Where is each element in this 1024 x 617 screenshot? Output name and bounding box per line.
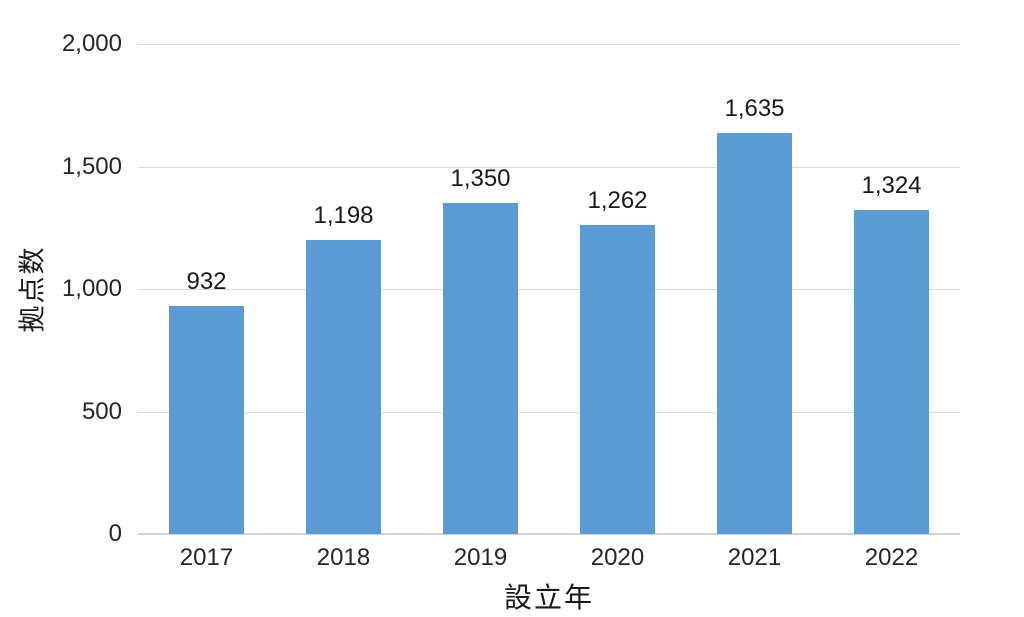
gridline-500 [138,411,960,413]
y-tick-label: 1,500 [61,152,122,180]
data-label-2022: 1,324 [861,171,922,199]
x-tick-label-2020: 2020 [590,544,645,571]
y-tick-label: 500 [81,397,122,425]
x-tick-label-2022: 2022 [864,544,919,571]
x-axis-title: 設立年 [503,582,595,613]
gridline-2000 [138,44,960,45]
x-tick-label-2021: 2021 [727,544,782,571]
x-tick-label-2017: 2017 [179,544,234,571]
y-tick-label: 1,000 [61,275,122,302]
data-label-2021: 1,635 [724,95,785,123]
y-tick-label: 2,000 [61,30,122,57]
x-tick-label-2018: 2018 [316,544,371,571]
gridline-1500 [138,166,960,168]
bar-2018 [306,240,381,534]
data-label-2019: 1,350 [450,165,511,193]
x-axis-line [138,533,960,535]
bar-2019 [443,203,518,534]
data-label-2018: 1,198 [313,202,374,230]
bar-2021 [717,133,792,534]
x-tick-label-2019: 2019 [453,544,508,571]
gridline-1000 [138,289,960,290]
data-label-2017: 932 [186,267,227,295]
bar-2017 [169,305,244,534]
data-label-2020: 1,262 [587,186,648,214]
y-tick-label: 0 [108,520,122,547]
bar-2022 [854,209,929,534]
bar-2020 [580,224,655,534]
